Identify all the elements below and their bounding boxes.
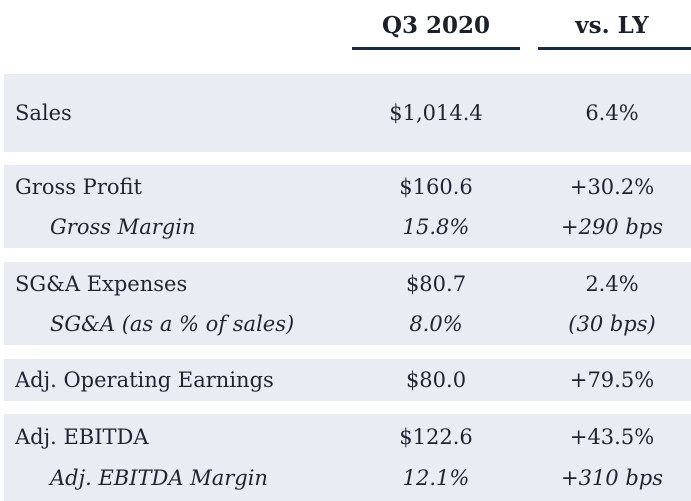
row-label: Adj. EBITDA	[15, 425, 149, 449]
table-row-adj-operating-earnings: Adj. Operating Earnings $80.0 +79.5%	[4, 364, 691, 396]
column-header-vs-ly: vs. LY	[575, 12, 649, 39]
sales-block: Sales $1,014.4 6.4%	[4, 74, 691, 152]
row-value: 12.1%	[402, 466, 470, 490]
sga-block: SG&A Expenses $80.7 2.4% SG&A (as a % of…	[4, 262, 691, 345]
header-rule-q3	[352, 47, 520, 50]
table-row-sga-expenses: SG&A Expenses $80.7 2.4%	[4, 268, 691, 300]
row-label: Adj. EBITDA Margin	[50, 466, 268, 490]
row-value: $160.6	[399, 175, 473, 199]
row-label: Gross Profit	[15, 175, 142, 199]
table-row-adj-ebitda: Adj. EBITDA $122.6 +43.5%	[4, 421, 691, 453]
row-value: $80.7	[405, 272, 467, 296]
row-value: $1,014.4	[389, 101, 483, 125]
row-label: Gross Margin	[50, 215, 196, 239]
row-label: SG&A (as a % of sales)	[50, 312, 295, 336]
row-value: $122.6	[399, 425, 473, 449]
header-rule-ly	[538, 47, 691, 50]
row-change: +310 bps	[560, 466, 664, 490]
adj-ebitda-block: Adj. EBITDA $122.6 +43.5% Adj. EBITDA Ma…	[4, 414, 691, 501]
row-change: +43.5%	[569, 425, 655, 449]
row-change: 2.4%	[585, 272, 639, 296]
row-label: SG&A Expenses	[15, 272, 188, 296]
row-change: +30.2%	[569, 175, 655, 199]
adj-operating-earnings-block: Adj. Operating Earnings $80.0 +79.5%	[4, 359, 691, 401]
row-change: 6.4%	[585, 101, 639, 125]
row-change: +290 bps	[560, 215, 664, 239]
row-change: (30 bps)	[568, 312, 656, 336]
table-row-adj-ebitda-margin: Adj. EBITDA Margin 12.1% +310 bps	[4, 462, 691, 494]
gross-profit-block: Gross Profit $160.6 +30.2% Gross Margin …	[4, 165, 691, 248]
column-header-q3-2020: Q3 2020	[381, 12, 491, 39]
row-value: 15.8%	[402, 215, 470, 239]
row-value: $80.0	[405, 368, 467, 392]
row-value: 8.0%	[409, 312, 463, 336]
row-change: +79.5%	[569, 368, 655, 392]
table-row-sga-pct-of-sales: SG&A (as a % of sales) 8.0% (30 bps)	[4, 308, 691, 340]
table-row-gross-profit: Gross Profit $160.6 +30.2%	[4, 171, 691, 203]
table-header: Q3 2020 vs. LY	[0, 0, 691, 50]
row-label: Adj. Operating Earnings	[15, 368, 274, 392]
row-label: Sales	[15, 101, 72, 125]
table-row-sales: Sales $1,014.4 6.4%	[4, 97, 691, 129]
table-row-gross-margin: Gross Margin 15.8% +290 bps	[4, 211, 691, 243]
